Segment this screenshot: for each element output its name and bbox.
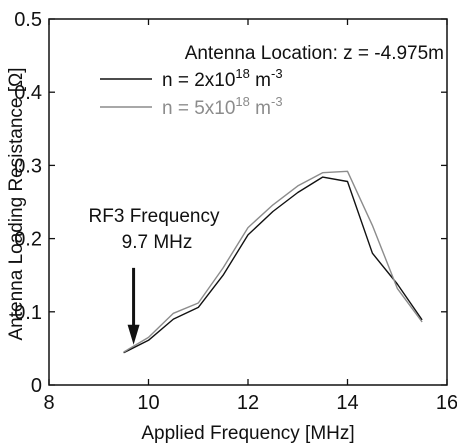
x-tick-label: 14: [336, 392, 358, 414]
rf3-frequency-value: 9.7 MHz: [122, 232, 193, 253]
y-tick-label: 0.2: [14, 229, 42, 251]
x-axis-label: Applied Frequency [MHz]: [141, 423, 354, 444]
y-tick-label: 0.4: [14, 82, 42, 104]
y-tick-label: 0: [31, 375, 42, 397]
antenna-location-annotation: Antenna Location: z = -4.975m: [185, 43, 444, 64]
series-line-2e18: [123, 176, 423, 354]
x-tick-label: 16: [436, 392, 457, 414]
arrow-head: [127, 324, 140, 345]
legend-entry: n = 5x1018 m-3: [162, 94, 283, 119]
rf3-arrow: [127, 267, 140, 345]
y-tick-label: 0.3: [14, 155, 42, 177]
series-line-5e18: [123, 170, 423, 353]
legend: n = 2x1018 m-3 n = 5x1018 m-3: [100, 66, 283, 119]
x-tick-label: 12: [237, 392, 259, 414]
x-tick-label: 8: [43, 392, 54, 414]
legend-entry: n = 2x1018 m-3: [162, 66, 283, 91]
x-axis-ticks: 8 10 12 14 16: [43, 19, 457, 414]
rf3-frequency-label: RF3 Frequency: [89, 206, 220, 227]
x-tick-label: 10: [137, 392, 159, 414]
y-axis-ticks: 0 0.1 0.2 0.3 0.4 0.5: [14, 9, 447, 397]
series-layer: [123, 170, 423, 354]
y-tick-label: 0.5: [14, 9, 42, 31]
y-tick-label: 0.1: [14, 302, 42, 324]
y-axis-label: Antenna Loading Resistance [Ω]: [6, 68, 27, 341]
plot-area-frame: [48, 18, 448, 386]
